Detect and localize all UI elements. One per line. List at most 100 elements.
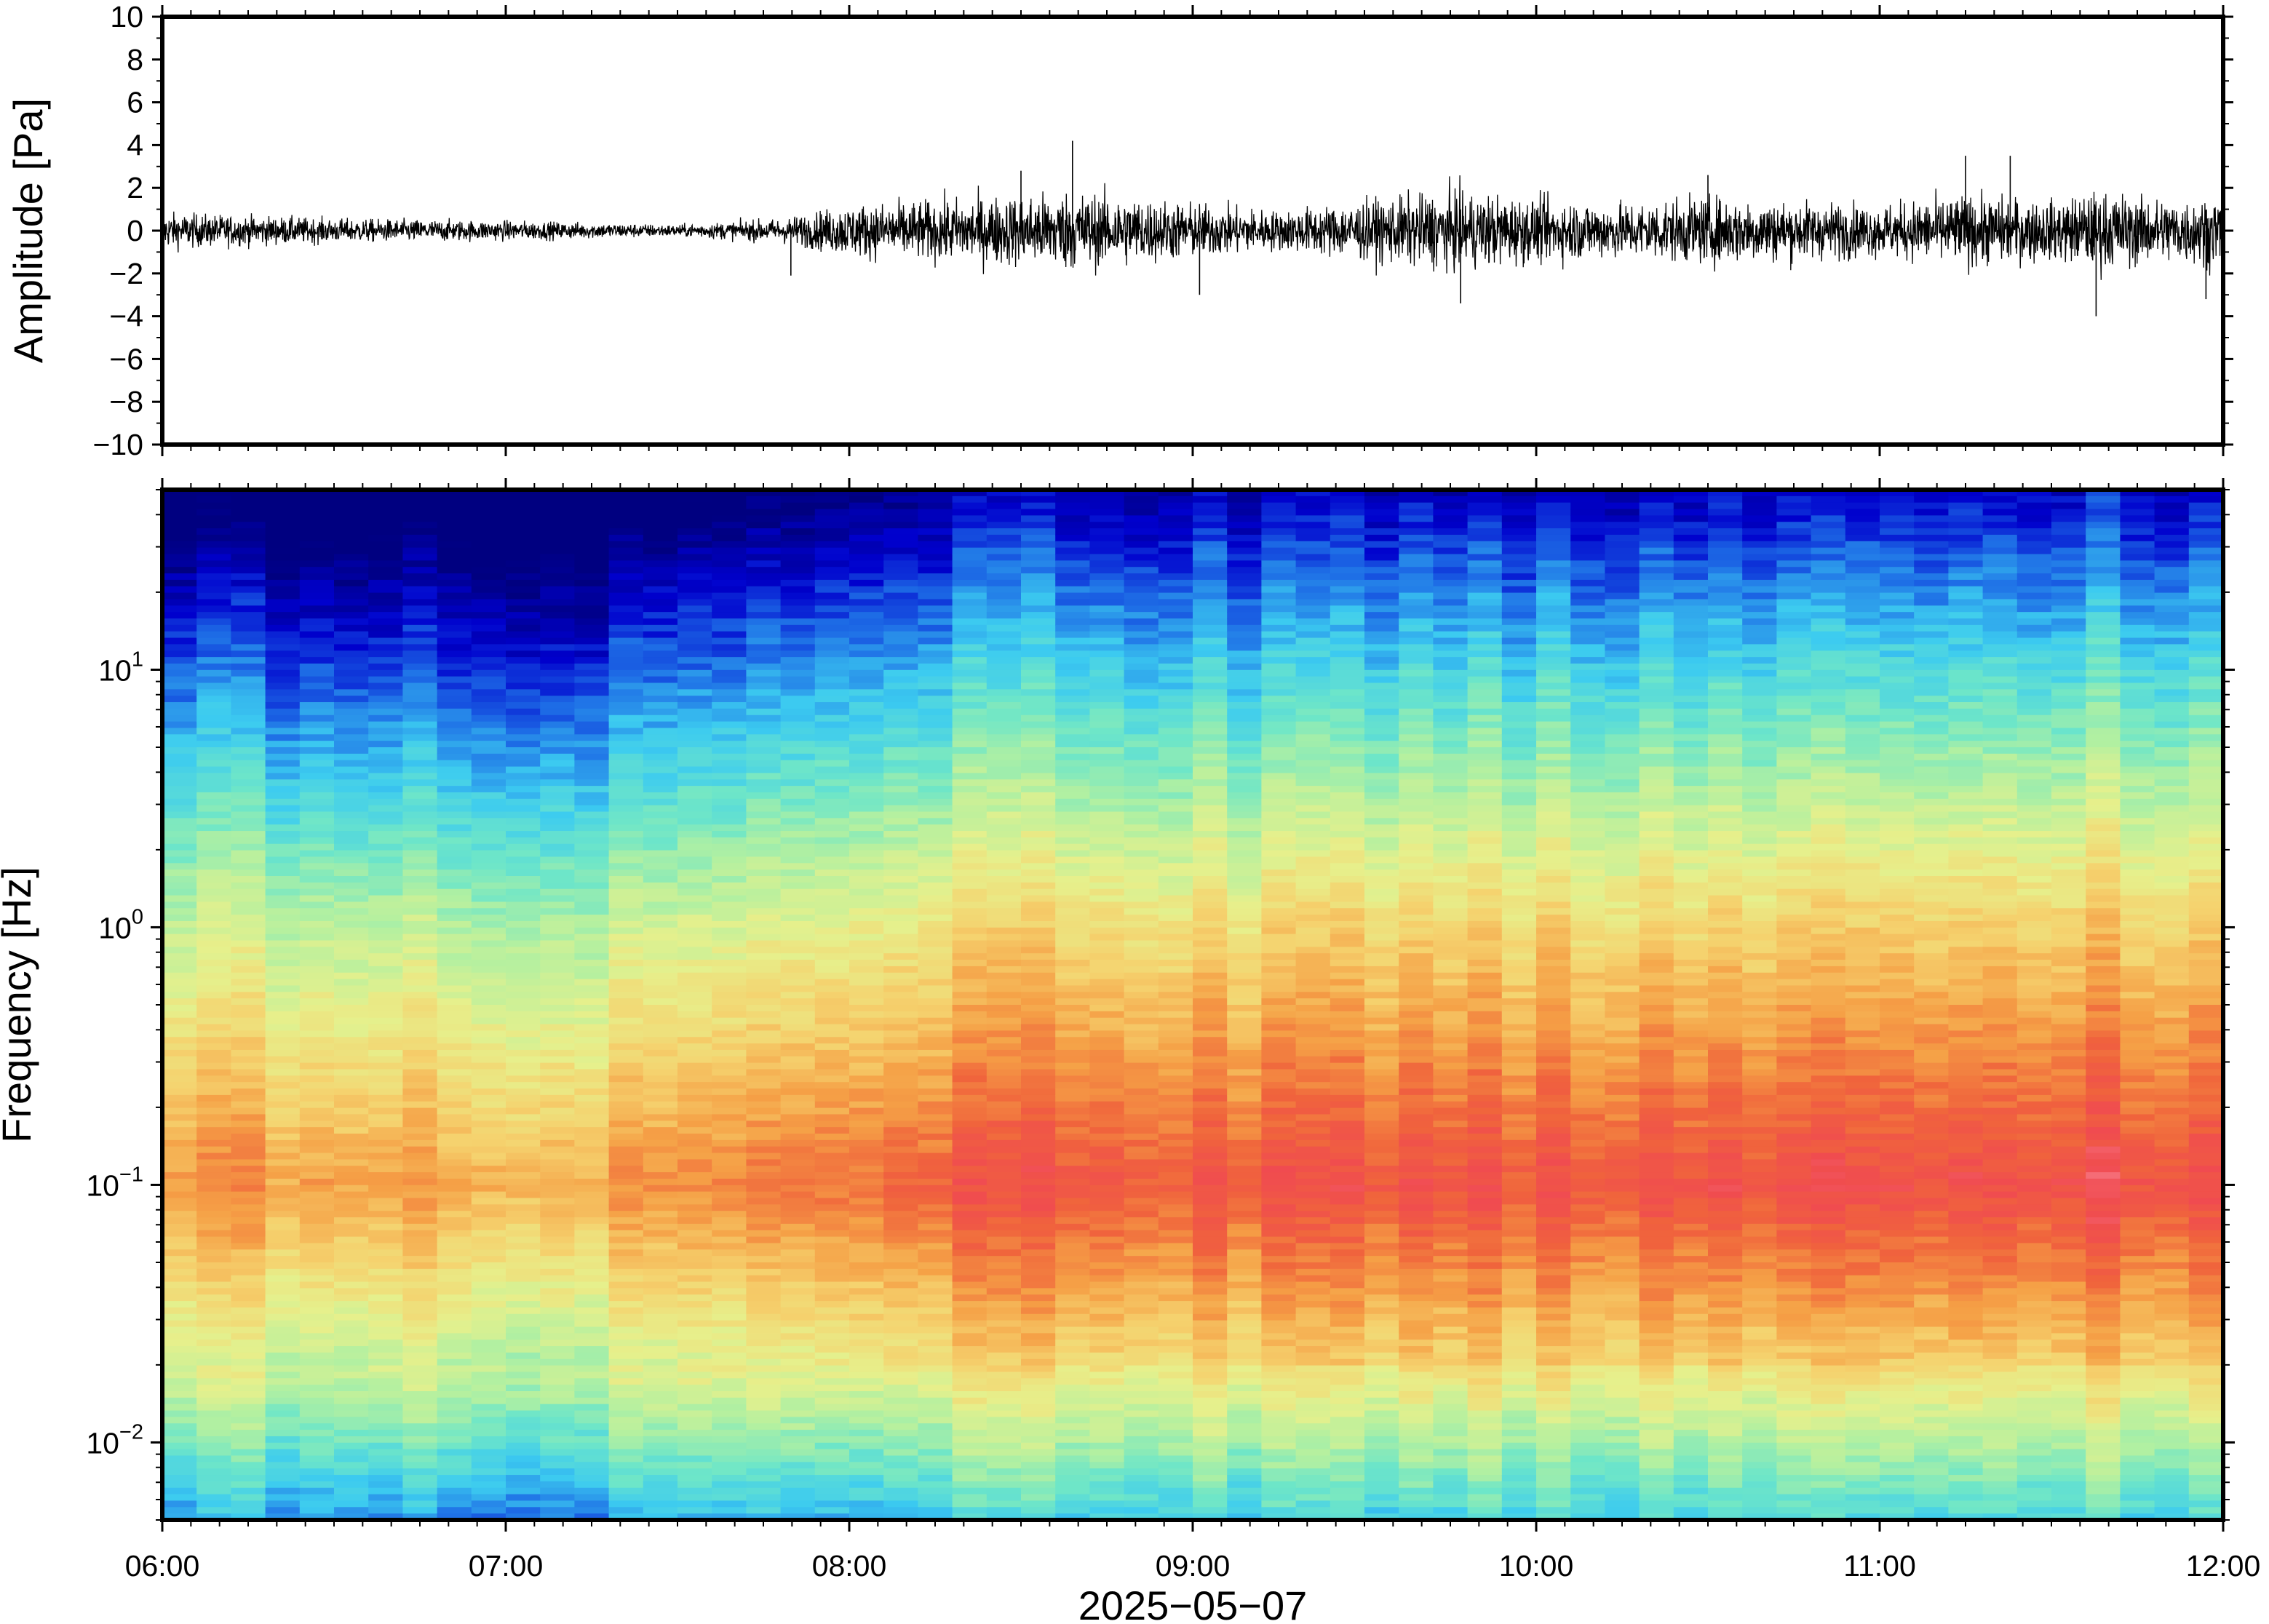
- spectrogram-cell: [712, 1397, 747, 1405]
- spectrogram-cell: [849, 696, 884, 703]
- spectrogram-cell: [265, 509, 301, 517]
- spectrogram-cell: [299, 1397, 335, 1405]
- spectrogram-cell: [265, 669, 301, 677]
- spectrogram-cell: [883, 689, 919, 696]
- spectrogram-cell: [1124, 509, 1159, 517]
- spectrogram-cell: [231, 1455, 266, 1463]
- spectrogram-cell: [1089, 798, 1125, 806]
- spectrogram-cell: [437, 1307, 472, 1315]
- spectrogram-cell: [574, 1358, 610, 1366]
- spectrogram-cell: [574, 934, 610, 942]
- spectrogram-cell: [1055, 650, 1091, 658]
- spectrogram-cell: [712, 1127, 747, 1134]
- spectrogram-cell: [1124, 682, 1159, 690]
- spectrogram-cell: [368, 831, 404, 838]
- spectrogram-cell: [814, 1462, 850, 1469]
- spectrogram-cell: [540, 1094, 576, 1102]
- spectrogram-cell: [334, 1365, 369, 1373]
- spectrogram-cell: [437, 1397, 472, 1405]
- spectrogram-cell: [231, 554, 266, 562]
- spectrogram-cell: [574, 1043, 610, 1051]
- spectrogram-cell: [883, 1211, 919, 1218]
- spectrogram-cell: [814, 1127, 850, 1134]
- spectrogram-cell: [231, 908, 266, 915]
- spectrogram-cell: [299, 1417, 335, 1425]
- spectrogram-cell: [780, 1082, 816, 1089]
- spectrogram-cell: [299, 979, 335, 987]
- spectrogram-cell: [677, 934, 712, 942]
- spectrogram-cell: [780, 1069, 816, 1077]
- spectrogram-cell: [918, 1230, 953, 1238]
- spectrogram-cell: [299, 1198, 335, 1206]
- spectrogram-cell: [437, 734, 472, 741]
- spectrogram-cell: [677, 1475, 712, 1482]
- spectrogram-cell: [1124, 1320, 1159, 1328]
- spectrogram-cell: [402, 1410, 438, 1418]
- spectrogram-cell: [506, 715, 541, 723]
- spectrogram-cell: [643, 1030, 678, 1038]
- spectrogram-cell: [986, 1436, 1022, 1444]
- spectrogram-cell: [574, 760, 610, 768]
- spectrogram-cell: [196, 599, 232, 607]
- spectrogram-cell: [471, 644, 506, 652]
- spectrogram-cell: [471, 1385, 506, 1392]
- spectrogram-cell: [265, 599, 301, 607]
- spectrogram-cell: [162, 901, 197, 909]
- spectrogram-cell: [1055, 1134, 1091, 1141]
- spectrogram-cell: [677, 1062, 712, 1070]
- spectrogram-cell: [506, 915, 541, 922]
- spectrogram-cell: [849, 1159, 884, 1167]
- spectrogram-cell: [1124, 708, 1159, 716]
- spectrogram-cell: [1124, 920, 1159, 928]
- spectrogram-cell: [918, 1340, 953, 1347]
- spectrogram-cell: [574, 1024, 610, 1032]
- spectrogram-cell: [814, 1442, 850, 1450]
- spectrogram-cell: [780, 1062, 816, 1070]
- spectrogram-cell: [471, 509, 506, 517]
- spectrogram-cell: [299, 1462, 335, 1469]
- spectrogram-cell: [746, 934, 782, 942]
- spectrogram-cell: [780, 1191, 816, 1199]
- spectrogram-cell: [231, 1268, 266, 1276]
- spectrogram-cell: [952, 1127, 988, 1134]
- spectrogram-cell: [918, 876, 953, 883]
- spectrogram-cell: [334, 715, 369, 723]
- spectrogram-cell: [162, 1346, 197, 1353]
- spectrogram-cell: [677, 618, 712, 626]
- spectrogram-cell: [918, 522, 953, 529]
- spectrogram-cell: [506, 547, 541, 555]
- spectrogram-cell: [1089, 953, 1125, 960]
- spectrogram-cell: [849, 998, 884, 1006]
- spectrogram-cell: [952, 1139, 988, 1147]
- spectrogram-cell: [780, 1024, 816, 1032]
- spectrogram-cell: [265, 1005, 301, 1012]
- spectrogram-cell: [574, 1094, 610, 1102]
- spectrogram-cell: [402, 618, 438, 626]
- spectrogram-cell: [471, 1268, 506, 1276]
- spectrogram-cell: [677, 1346, 712, 1353]
- spectrogram-cell: [265, 1507, 301, 1514]
- spectrogram-cell: [883, 837, 919, 845]
- spectrogram-cell: [643, 1017, 678, 1025]
- spectrogram-cell: [231, 669, 266, 677]
- spectrogram-cell: [299, 689, 335, 696]
- spectrogram-cell: [780, 1333, 816, 1340]
- spectrogram-cell: [643, 805, 678, 813]
- spectrogram-cell: [1055, 1462, 1091, 1469]
- spectrogram-cell: [437, 992, 472, 999]
- spectrogram-cell: [643, 1301, 678, 1308]
- spectrogram-cell: [780, 1114, 816, 1122]
- spectrogram-cell: [883, 682, 919, 690]
- spectrogram-cell: [506, 901, 541, 909]
- spectrogram-cell: [952, 1385, 988, 1392]
- spectrogram-cell: [1158, 541, 1193, 549]
- spectrogram-cell: [471, 1346, 506, 1353]
- spectrogram-cell: [918, 818, 953, 825]
- spectrogram-cell: [1158, 1134, 1193, 1141]
- spectrogram-cell: [883, 1062, 919, 1070]
- spectrogram-cell: [196, 985, 232, 993]
- spectrogram-cell: [849, 773, 884, 781]
- spectrogram-cell: [952, 644, 988, 652]
- spectrogram-cell: [368, 882, 404, 890]
- spectrogram-cell: [643, 1455, 678, 1463]
